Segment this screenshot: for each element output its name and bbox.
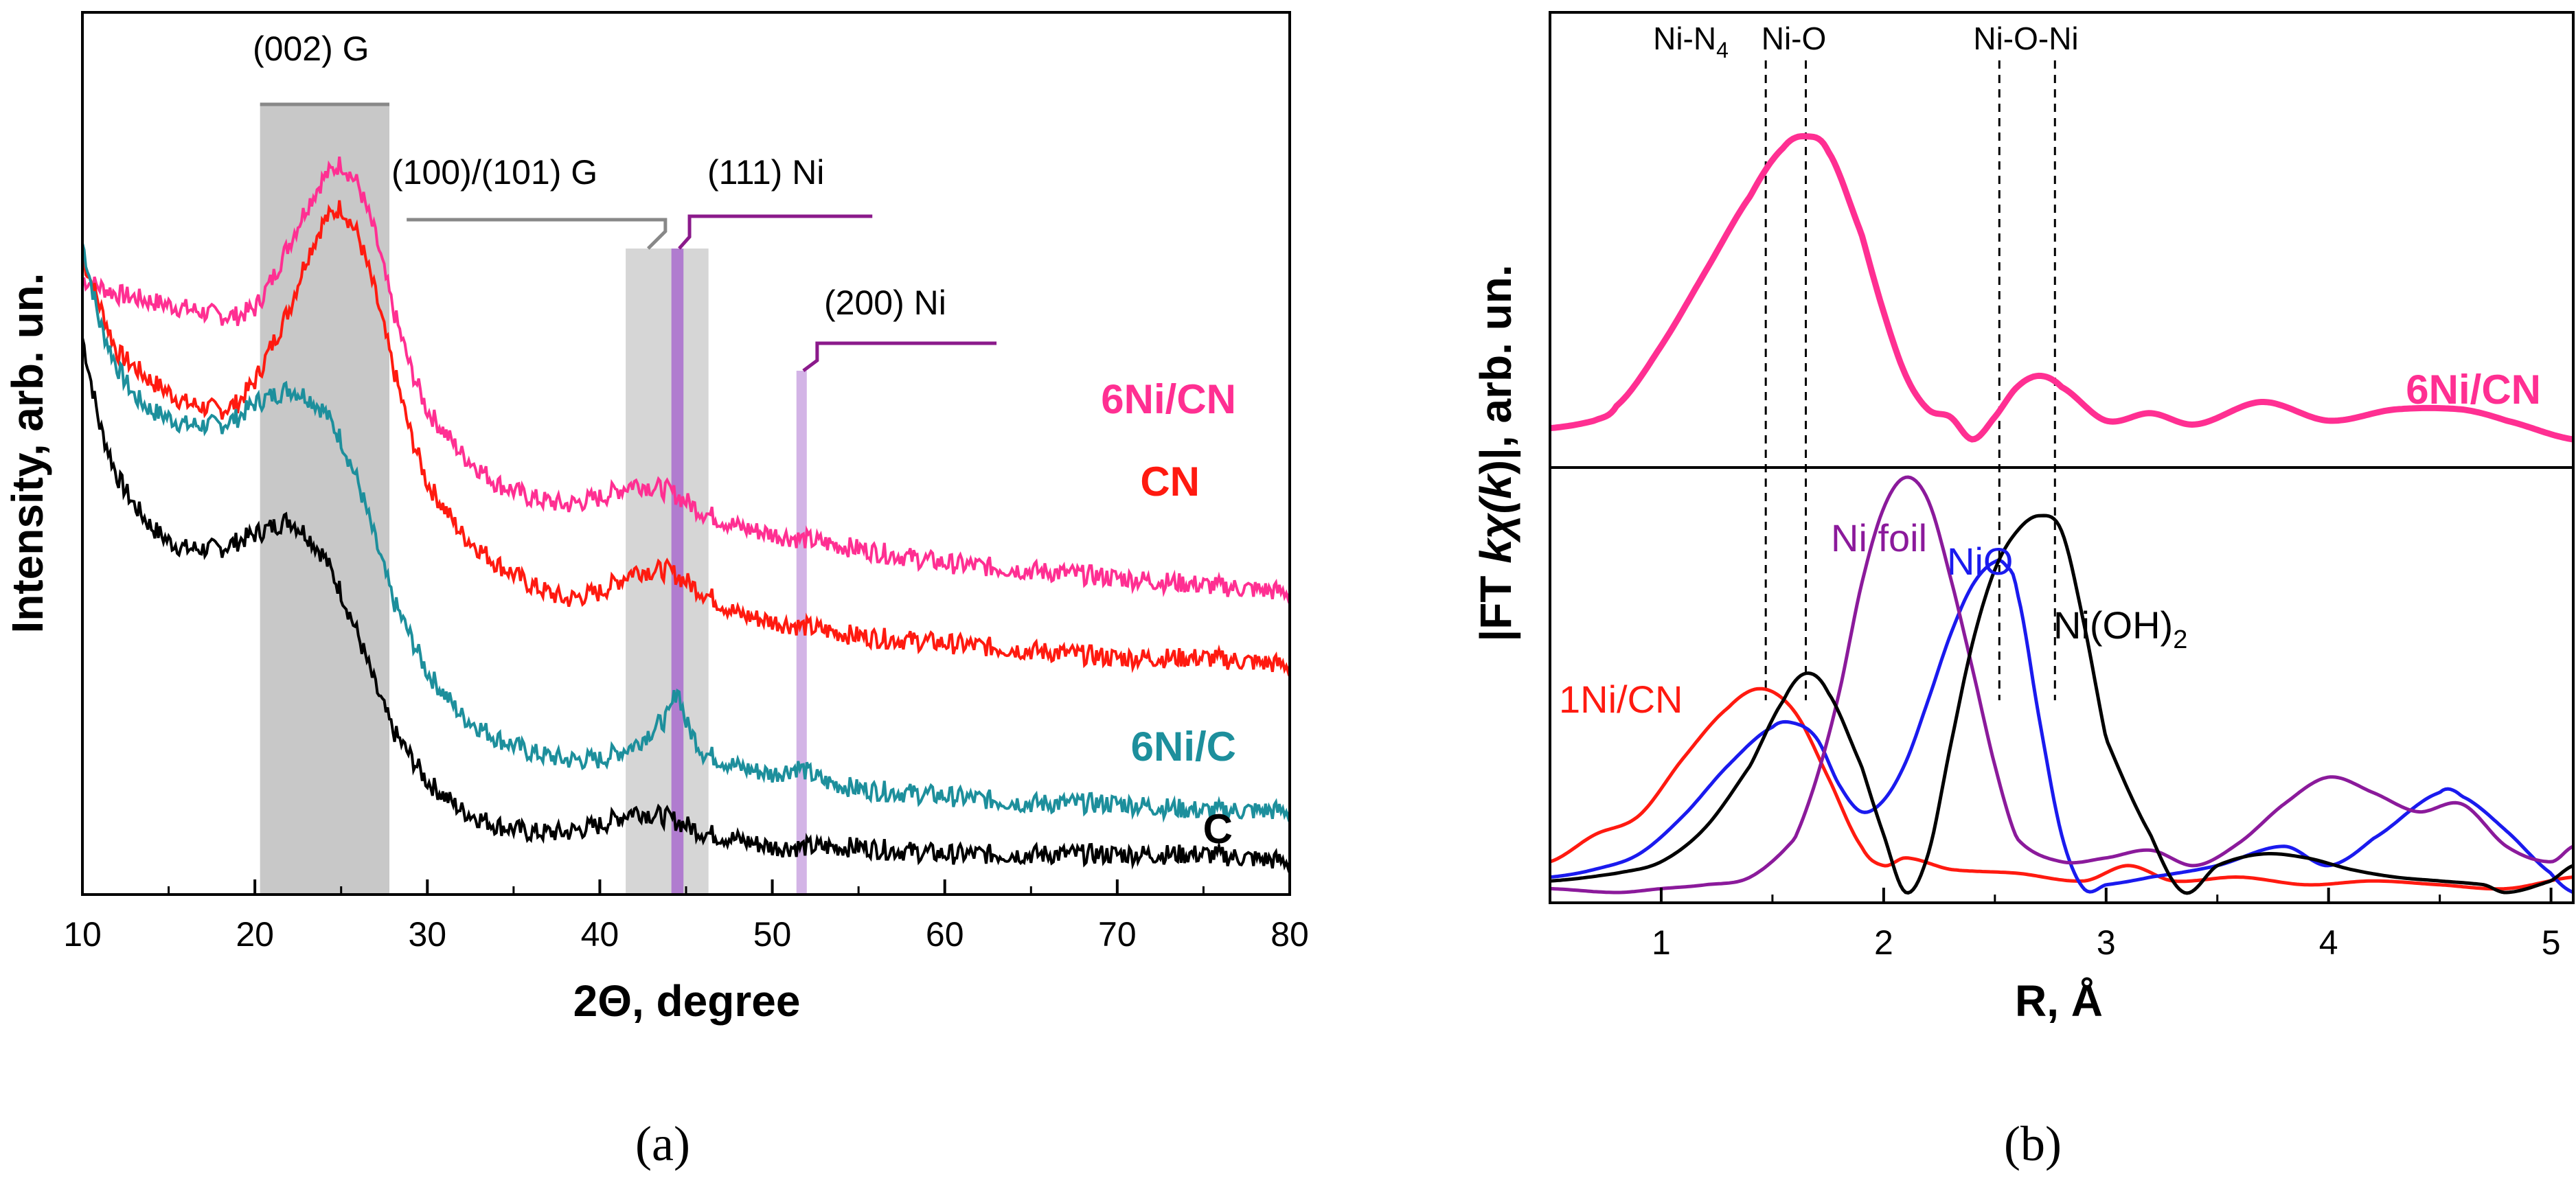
- series-label-nio: NiO: [1947, 540, 2013, 583]
- x-axis-label-a: 2Θ, degree: [573, 976, 801, 1026]
- series-label-ni-oh2: Ni(OH)2: [2053, 603, 2187, 654]
- x-ticks-a: 10 20 30 40 50 60 70 80: [63, 879, 1309, 954]
- x-tick-label-a-40: 40: [581, 915, 619, 954]
- x-tick-label-a-60: 60: [926, 915, 964, 954]
- annotation-line-111: [678, 214, 873, 250]
- band-002-graphite: [260, 104, 390, 895]
- series-line-6ni-cn-b: [1549, 132, 2574, 443]
- y-axis-label-a: Intensity, arb. un.: [3, 273, 52, 633]
- annotation-line-200: [802, 341, 997, 373]
- caption-b: (b): [2004, 1116, 2062, 1171]
- series-line-cn: [81, 200, 1291, 677]
- annotation-line-100: [407, 218, 668, 250]
- series-line-6ni-c: [81, 242, 1291, 823]
- series-label-6ni-cn: 6Ni/CN: [1101, 376, 1236, 422]
- x-tick-label-b-3: 3: [2097, 923, 2116, 962]
- y-axis-label-b: |FT kχ(k)|, arb. un.: [1471, 264, 1521, 641]
- x-tick-label-b-1: 1: [1652, 923, 1671, 962]
- series-label-cn: CN: [1140, 459, 1200, 505]
- x-tick-label-a-30: 30: [408, 915, 446, 954]
- x-tick-label-b-2: 2: [1874, 923, 1893, 962]
- x-tick-label-b-4: 4: [2319, 923, 2338, 962]
- annotation-111-ni: (111) Ni: [707, 153, 824, 192]
- panel-a: (002) G (100)/(101) G (111) Ni (200) Ni …: [3, 11, 1309, 1171]
- plot-frame-b-bottom: [1549, 466, 2575, 904]
- x-tick-label-b-5: 5: [2542, 923, 2561, 962]
- panel-b: Ni-N4 Ni-O Ni-O-Ni 6Ni/CN 1Ni/CN Ni foil…: [1471, 11, 2575, 1171]
- x-tick-label-a-20: 20: [236, 915, 274, 954]
- annotation-002-g: (002) G: [253, 30, 369, 68]
- caption-a: (a): [635, 1116, 690, 1171]
- x-axis-label-b: R, Å: [2015, 976, 2103, 1026]
- series-label-1ni-cn: 1Ni/CN: [1559, 678, 1683, 721]
- x-tick-label-a-50: 50: [753, 915, 792, 954]
- marker-label-ni-n4: Ni-N4: [1653, 21, 1729, 62]
- series-label-c: C: [1203, 806, 1233, 852]
- x-ticks-b: 1 2 3 4 5: [1549, 888, 2561, 962]
- band-100-101-graphite: [626, 249, 709, 895]
- series-line-ni-foil: [1549, 475, 2575, 895]
- series-label-ni-foil: Ni foil: [1831, 516, 1927, 560]
- annotation-100-101-g: (100)/(101) G: [391, 153, 597, 192]
- x-tick-label-a-10: 10: [63, 915, 102, 954]
- x-tick-label-a-80: 80: [1270, 915, 1309, 954]
- series-label-6ni-c: 6Ni/C: [1131, 724, 1236, 770]
- series-line-ni-oh2: [1549, 514, 2574, 895]
- series-line-c: [81, 337, 1291, 873]
- marker-label-ni-o: Ni-O: [1762, 21, 1827, 56]
- x-tick-label-a-70: 70: [1098, 915, 1137, 954]
- series-line-1ni-cn: [1549, 687, 2574, 891]
- band-111-ni: [671, 249, 684, 895]
- series-line-6ni-cn: [82, 156, 1291, 604]
- marker-label-ni-o-ni: Ni-O-Ni: [1973, 21, 2078, 56]
- series-line-nio: [1549, 558, 2575, 895]
- annotation-200-ni: (200) Ni: [824, 284, 946, 322]
- series-label-6ni-cn-b: 6Ni/CN: [2406, 367, 2541, 413]
